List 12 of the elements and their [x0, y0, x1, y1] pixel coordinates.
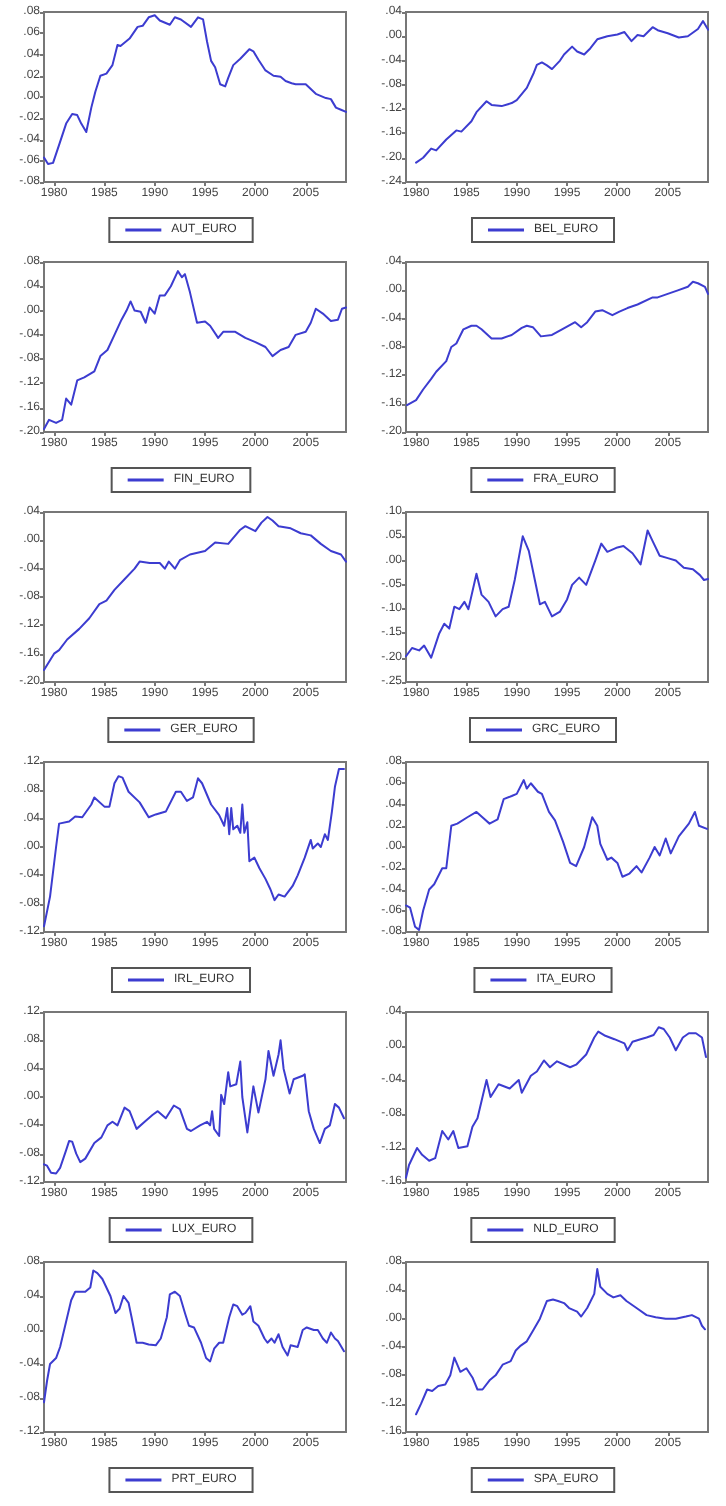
line-series	[406, 280, 709, 407]
line-series	[43, 270, 347, 430]
line-series	[415, 20, 709, 164]
line-series	[415, 1268, 706, 1416]
line-series	[405, 779, 708, 931]
line-series	[405, 529, 709, 659]
line-series	[43, 515, 347, 671]
line-series	[43, 1269, 345, 1404]
line-series	[43, 768, 345, 928]
line-series	[43, 1039, 345, 1175]
line-series	[43, 14, 347, 165]
line-series	[405, 1026, 707, 1179]
